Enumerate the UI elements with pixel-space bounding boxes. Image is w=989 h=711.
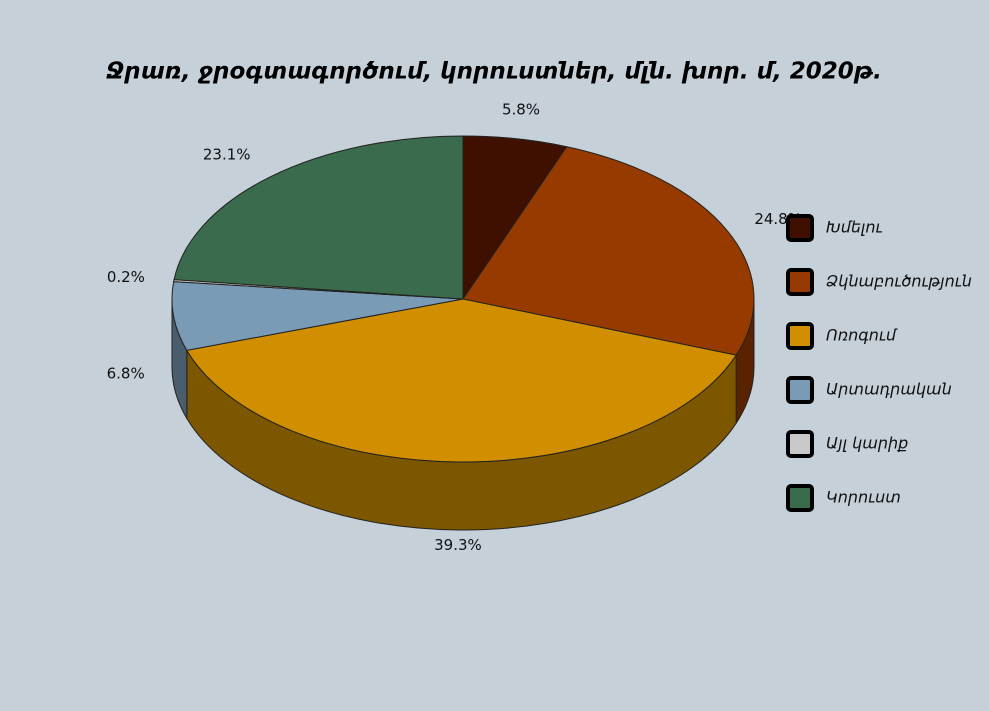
legend-label: Այլ կարիք — [826, 434, 908, 453]
value-label: 0.2% — [107, 268, 145, 286]
value-label: 23.1% — [203, 146, 251, 164]
slice — [186, 298, 737, 463]
legend-swatch — [786, 484, 814, 512]
legend-label: Ձկնաբուծություն — [826, 272, 972, 291]
legend-label: Կորուստ — [826, 488, 901, 507]
legend-swatch — [786, 268, 814, 296]
legend-swatch — [786, 430, 814, 458]
value-label: 39.3% — [434, 536, 482, 554]
value-label: 5.8% — [502, 100, 540, 118]
legend-label: Արտադրական — [826, 380, 952, 399]
legend-swatch — [786, 376, 814, 404]
legend-label: Խմելու — [826, 218, 883, 237]
slice — [173, 135, 464, 300]
chart-title: Ջրառ, ջրօգտագործում, կորուստներ, մլն. խո… — [106, 59, 882, 85]
legend-swatch — [786, 322, 814, 350]
value-label: 6.8% — [107, 364, 145, 382]
legend-swatch — [786, 214, 814, 242]
legend-label: Ոռոգում — [826, 326, 898, 345]
slice — [171, 281, 464, 351]
slice — [462, 146, 755, 356]
